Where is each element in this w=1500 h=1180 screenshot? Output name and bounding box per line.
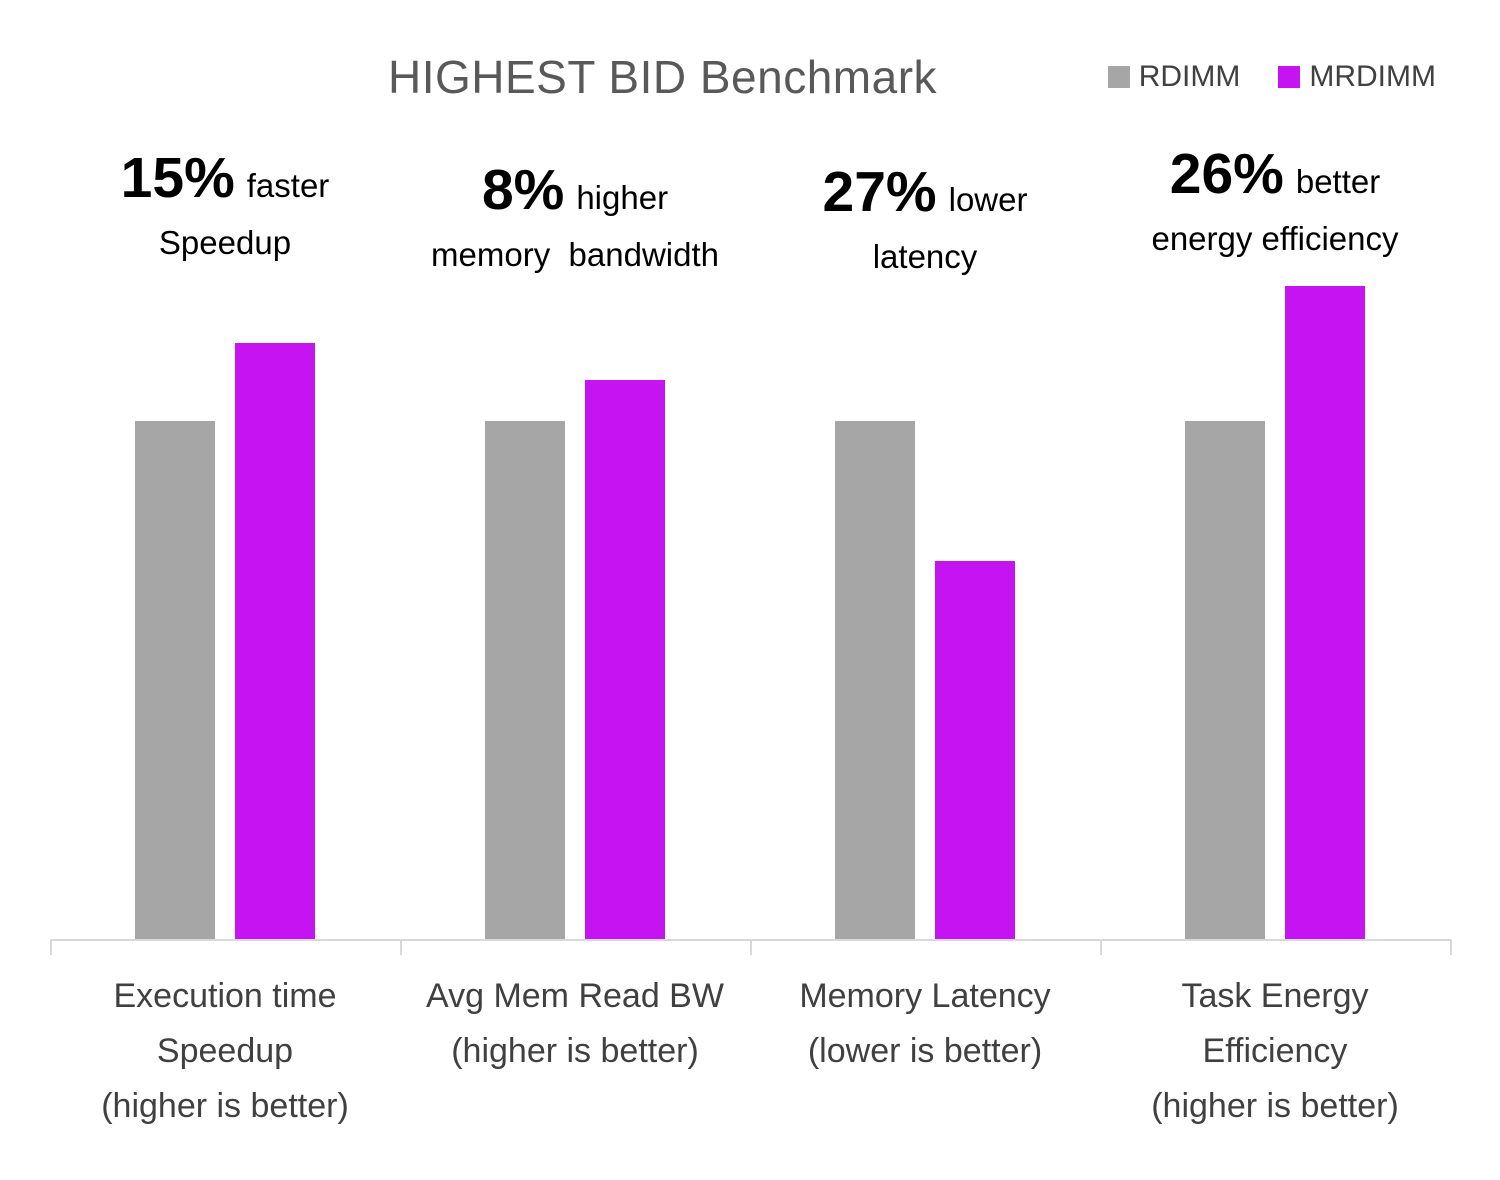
axis-tick	[1100, 939, 1102, 955]
category-label-line: Speedup	[156, 1032, 294, 1070]
category-label-line: (higher is better)	[451, 1032, 699, 1070]
bar-mrdimm	[585, 380, 665, 939]
annotation-detail: Speedup	[158, 224, 292, 261]
improvement-annotation: 8% higher memory bandwidth	[400, 162, 750, 273]
bar-group: 27% lower latency Memory Latency (lower is b…	[750, 0, 1100, 1071]
annotation-headline: 8% higher	[400, 162, 750, 219]
annotation-percent: 27%	[822, 160, 937, 224]
axis-tick	[1450, 939, 1452, 955]
legend-label: RDIMM	[1138, 60, 1241, 93]
legend-item-rdimm: RDIMM	[1107, 60, 1241, 94]
annotation-percent: 26%	[1169, 142, 1284, 206]
axis-tick	[400, 939, 402, 955]
bar-group: 15% faster Speedup Execution time Speedup (hi…	[50, 0, 400, 1126]
category-label: Execution time Speedup (higher is better)	[45, 969, 405, 1134]
bar-rdimm	[835, 421, 915, 939]
chart-legend: RDIMM MRDIMM	[1107, 60, 1436, 94]
bar-group: 26% better energy efficiency Task Energy Eff…	[1100, 0, 1450, 1126]
annotation-percent: 15%	[120, 146, 235, 210]
annotation-suffix: better	[1295, 163, 1381, 200]
category-label-line: (lower is better)	[807, 1032, 1043, 1070]
bar-rdimm	[135, 421, 215, 939]
bar-rdimm	[1185, 421, 1265, 939]
axis-tick	[750, 939, 752, 955]
annotation-detail: memory bandwidth	[431, 236, 719, 273]
category-label-line: Task Energy	[1181, 977, 1369, 1015]
annotation-detail: energy efficiency	[1151, 220, 1399, 257]
chart-title: HIGHEST BID Benchmark	[387, 51, 938, 103]
bar-pair	[485, 380, 665, 939]
annotation-suffix: faster	[246, 167, 330, 204]
category-label-line: Efficiency	[1202, 1032, 1348, 1070]
annotation-headline: 26% better	[1100, 146, 1450, 203]
bar-rdimm	[485, 421, 565, 939]
category-label: Avg Mem Read BW (higher is better)	[395, 969, 755, 1079]
category-label-line: Execution time	[113, 977, 337, 1015]
bar-pair	[1185, 286, 1365, 939]
bar-group: 8% higher memory bandwidth Avg Mem Read BW(…	[400, 0, 750, 1071]
bar-mrdimm	[1285, 286, 1365, 939]
legend-swatch-icon	[1107, 66, 1130, 88]
improvement-annotation: 26% better energy efficiency	[1100, 146, 1450, 257]
category-label-line: Memory Latency	[799, 977, 1051, 1015]
bar-chart: 15% faster Speedup Execution time Speedup (hi…	[50, 0, 1452, 1126]
annotation-suffix: higher	[576, 179, 669, 216]
category-label: Task Energy Efficiency (higher is better)	[1095, 969, 1455, 1134]
legend-label: MRDIMM	[1309, 60, 1436, 93]
bar-pair	[835, 421, 1015, 939]
improvement-annotation: 27% lower latency	[750, 164, 1100, 275]
category-label-line: (higher is better)	[1151, 1087, 1399, 1125]
annotation-headline: 27% lower	[750, 164, 1100, 221]
bar-mrdimm	[235, 343, 315, 939]
axis-tick	[50, 939, 52, 955]
annotation-detail: latency	[872, 238, 978, 275]
bar-mrdimm	[935, 561, 1015, 939]
category-label-line: Avg Mem Read BW	[426, 977, 724, 1015]
chart-title-wrap: HIGHEST BID Benchmark	[0, 50, 1325, 104]
legend-swatch-icon	[1278, 66, 1301, 88]
category-label: Memory Latency (lower is better)	[745, 969, 1105, 1079]
category-label-line: (higher is better)	[101, 1087, 349, 1125]
annotation-suffix: lower	[948, 181, 1028, 218]
annotation-headline: 15% faster	[50, 150, 400, 207]
legend-item-mrdimm: MRDIMM	[1278, 60, 1436, 94]
annotation-percent: 8%	[481, 158, 565, 222]
improvement-annotation: 15% faster Speedup	[50, 150, 400, 261]
bar-pair	[135, 343, 315, 939]
